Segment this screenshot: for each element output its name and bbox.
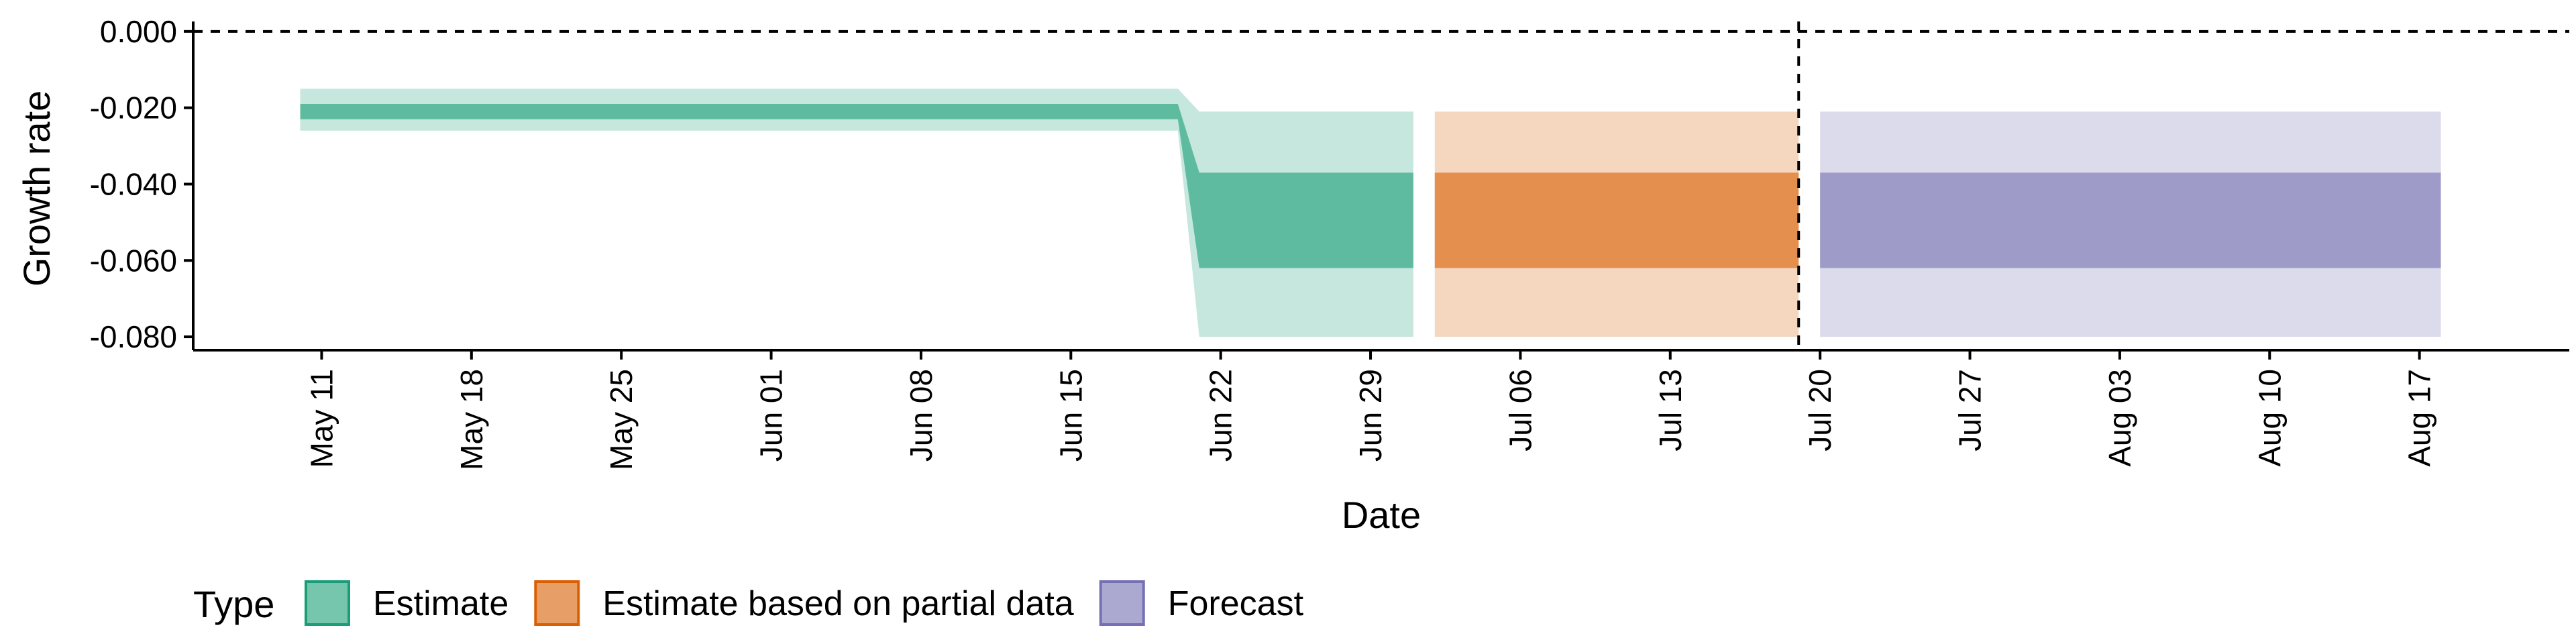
ribbon-layer	[300, 89, 2441, 337]
estimate-based-on-partial-data-legend-label: Estimate based on partial data	[602, 584, 1074, 623]
reference-lines	[193, 21, 2569, 350]
legend: Type Estimate Estimate based on partial d…	[193, 580, 1304, 626]
y-tick-label: -0.060	[90, 243, 177, 278]
forecast-legend-label: Forecast	[1168, 584, 1304, 623]
estimate-legend-label: Estimate	[373, 584, 508, 623]
x-tick-label: Jun 22	[1203, 369, 1238, 462]
x-axis-title: Date	[1342, 494, 1421, 536]
y-axis-title: Growth rate	[15, 91, 58, 287]
estimate-legend-swatch	[305, 580, 350, 626]
x-tick-label: Jul 13	[1653, 369, 1688, 451]
y-tick-label: -0.040	[90, 166, 177, 201]
axes	[192, 21, 2569, 352]
x-tick-label: Aug 10	[2252, 369, 2287, 467]
x-axis-ticks: May 11 May 18 May 25 Jun 01 Jun 08 Jun 15 Jun …	[304, 350, 2437, 470]
x-tick-label: May 25	[604, 369, 639, 470]
x-tick-label: Jul 27	[1953, 369, 1988, 451]
y-tick-label: -0.080	[90, 319, 177, 354]
x-tick-label: Jun 15	[1053, 369, 1088, 462]
x-tick-label: Jun 01	[754, 369, 789, 462]
forecast-ribbon-50	[1820, 172, 2441, 268]
x-tick-label: Jun 29	[1353, 369, 1388, 462]
x-tick-label: Aug 03	[2102, 369, 2137, 467]
y-tick-label: -0.020	[90, 91, 177, 125]
estimate-based-on-partial-data-ribbon-50	[1434, 172, 1799, 268]
estimate-ribbon-50	[300, 103, 1413, 268]
x-tick-label: Jun 08	[904, 369, 938, 462]
legend-title: Type	[193, 583, 274, 625]
estimate-based-on-partial-data-legend-swatch	[534, 580, 580, 626]
x-tick-label: May 11	[304, 369, 339, 468]
x-tick-label: Jul 06	[1503, 369, 1538, 451]
forecast-legend-swatch	[1099, 580, 1145, 626]
y-axis-ticks: -0.080 -0.060 -0.040 -0.020 0.000	[90, 14, 193, 354]
x-tick-label: May 18	[454, 369, 489, 470]
x-tick-label: Jul 20	[1803, 369, 1837, 451]
y-tick-label: 0.000	[100, 14, 177, 49]
x-tick-label: Aug 17	[2402, 369, 2437, 467]
